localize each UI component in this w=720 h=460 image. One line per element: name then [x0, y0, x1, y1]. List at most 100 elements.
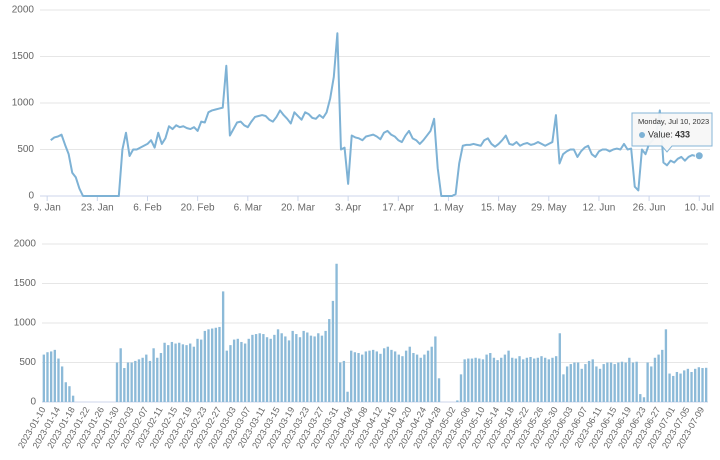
bar: [156, 357, 159, 402]
bar: [269, 338, 272, 402]
bar: [639, 394, 642, 402]
bar: [339, 362, 342, 402]
bar: [686, 368, 690, 402]
bar: [232, 339, 236, 402]
bar: [683, 370, 686, 402]
bar: [401, 356, 404, 402]
x-tick-label: 6. Feb: [133, 203, 162, 214]
bar: [690, 371, 693, 402]
bar: [540, 356, 543, 402]
bar: [631, 362, 635, 402]
bar: [236, 338, 239, 402]
x-tick-label: 20. Feb: [181, 203, 215, 214]
bar: [679, 373, 682, 402]
tooltip-value: 433: [675, 129, 690, 139]
bar: [221, 291, 225, 402]
bar: [617, 362, 620, 402]
bar: [375, 351, 379, 402]
bar: [265, 337, 269, 402]
y-tick-label: 2000: [14, 239, 37, 250]
bar: [518, 356, 521, 402]
bar: [492, 357, 496, 402]
bar: [141, 357, 144, 402]
bar: [251, 334, 254, 402]
bar: [595, 366, 598, 402]
y-tick-label: 1500: [14, 278, 37, 289]
bar: [309, 335, 313, 402]
bar: [386, 346, 389, 402]
bar: [115, 362, 119, 402]
bar: [346, 391, 349, 402]
bar: [584, 364, 587, 402]
bar: [511, 357, 514, 402]
bar: [247, 338, 250, 402]
x-tick-label: 20. Mar: [281, 203, 316, 214]
y-tick-label: 0: [30, 397, 36, 408]
bar: [298, 337, 302, 402]
bar: [661, 349, 664, 402]
bar: [470, 358, 474, 402]
bar: [547, 359, 550, 402]
bar: [371, 349, 375, 402]
bar: [313, 336, 316, 402]
bar: [273, 334, 276, 402]
bar: [192, 346, 196, 402]
bar: [459, 374, 463, 402]
bar: [587, 360, 591, 402]
bar: [390, 349, 393, 402]
bar: [243, 343, 247, 402]
bar: [148, 360, 152, 402]
bar: [302, 330, 305, 402]
bar: [49, 351, 53, 402]
bar: [60, 366, 64, 402]
bar: [382, 348, 386, 402]
bar: [174, 343, 177, 402]
bar: [342, 360, 346, 402]
bar: [551, 357, 554, 402]
bar: [701, 368, 704, 402]
bar: [240, 341, 243, 402]
bar: [580, 368, 583, 402]
bar: [185, 345, 188, 402]
bar: [126, 362, 130, 402]
bar: [704, 367, 708, 402]
bar: [137, 359, 141, 402]
bar: [262, 334, 265, 402]
bar: [350, 350, 353, 402]
bar: [42, 354, 46, 402]
bar: [361, 354, 364, 402]
x-tick-label: 12. Jun: [583, 203, 616, 214]
bar: [167, 345, 170, 402]
bar: [543, 357, 547, 402]
x-tick-label: 3. Apr: [335, 203, 362, 214]
bar: [159, 353, 163, 402]
bar: [353, 352, 357, 402]
x-tick-label: 29. May: [531, 203, 567, 214]
bar: [368, 350, 371, 402]
bar: [225, 350, 228, 402]
bar: [423, 354, 426, 402]
bar: [500, 357, 503, 402]
bar: [178, 342, 181, 402]
bar: [576, 362, 580, 402]
bar: [181, 344, 185, 402]
bar: [694, 368, 697, 402]
bar: [357, 353, 360, 402]
bar: [210, 328, 214, 402]
bar: [533, 358, 536, 402]
bar: [430, 346, 433, 402]
bar: [123, 368, 126, 402]
bar: [57, 358, 60, 402]
bar: [657, 354, 660, 402]
bar: [624, 362, 627, 402]
bar: [628, 357, 631, 402]
bar: [565, 366, 569, 402]
hover-point: [694, 151, 704, 161]
y-tick-label: 500: [19, 357, 36, 368]
bar: [525, 357, 529, 402]
bar: [397, 354, 400, 402]
bar: [478, 358, 481, 402]
bar: [536, 357, 540, 402]
y-tick-label: 0: [28, 191, 34, 202]
bar: [214, 327, 217, 402]
